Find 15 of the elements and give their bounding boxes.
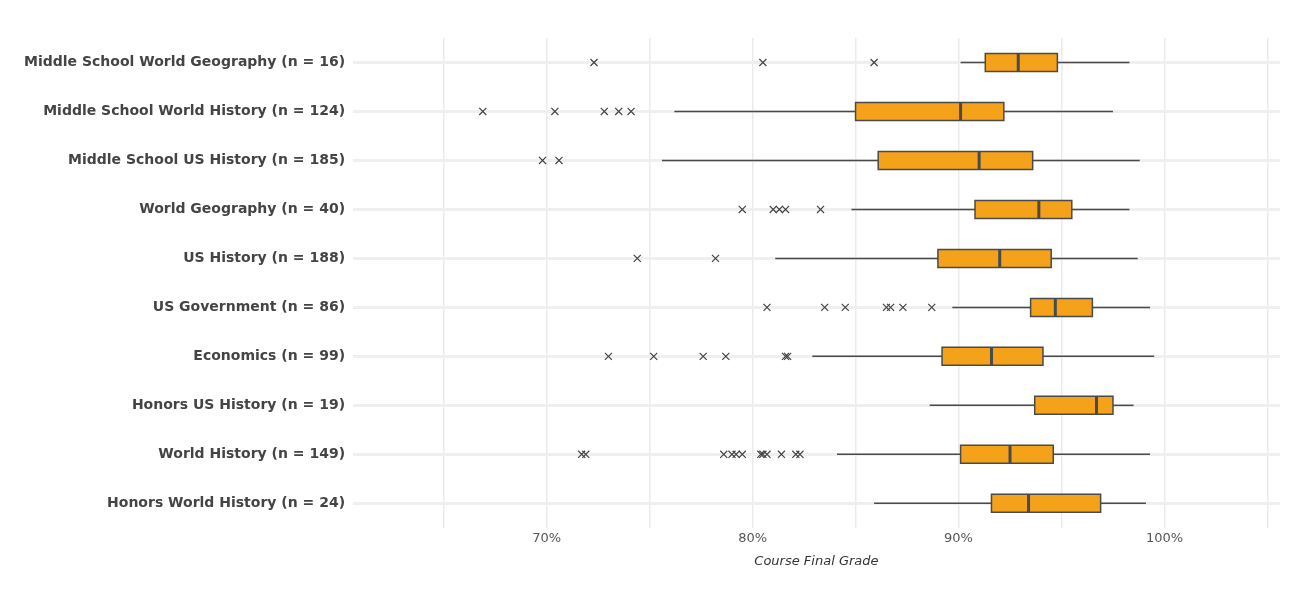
y-tick-label: Middle School US History (n = 185) [67, 151, 346, 168]
y-tick-label: Middle School World Geography (n = 16) [23, 53, 346, 70]
y-tick-label: Middle School World History (n = 124) [43, 102, 346, 119]
x-axis-title: Course Final Grade [754, 552, 879, 568]
y-tick-label: Honors World History (n = 24) [107, 493, 346, 510]
y-tick-label: Honors US History (n = 19) [131, 395, 346, 412]
x-tick-label: 80% [738, 529, 768, 545]
x-tick-label: 100% [1145, 529, 1184, 545]
y-tick-label: World History (n = 149) [158, 444, 346, 461]
y-tick-label: US History (n = 188) [183, 249, 346, 266]
y-tick-label: US Government (n = 86) [152, 298, 346, 315]
x-tick-label: 70% [532, 529, 562, 545]
x-tick-label: 90% [944, 529, 973, 545]
y-tick-label: World Geography (n = 40) [139, 200, 346, 217]
y-tick-label: Economics (n = 99) [193, 347, 346, 364]
